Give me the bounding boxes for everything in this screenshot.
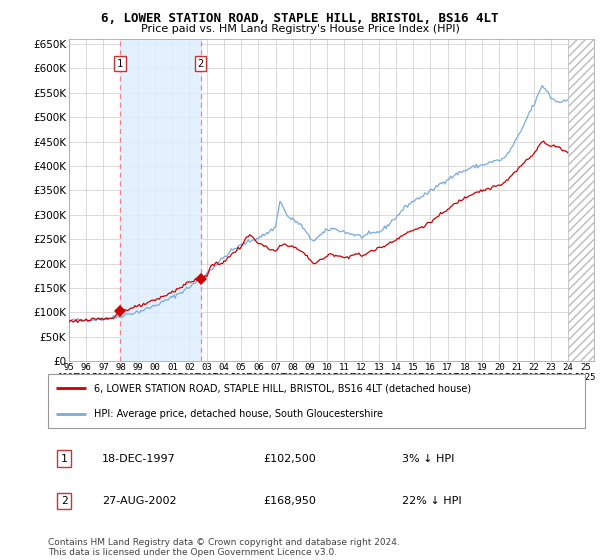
Text: 27-AUG-2002: 27-AUG-2002: [102, 496, 176, 506]
Text: Price paid vs. HM Land Registry's House Price Index (HPI): Price paid vs. HM Land Registry's House …: [140, 24, 460, 34]
Bar: [568, 39, 594, 361]
Text: 6, LOWER STATION ROAD, STAPLE HILL, BRISTOL, BS16 4LT (detached house): 6, LOWER STATION ROAD, STAPLE HILL, BRIS…: [94, 384, 471, 393]
Bar: [120, 39, 200, 361]
Text: 6, LOWER STATION ROAD, STAPLE HILL, BRISTOL, BS16 4LT: 6, LOWER STATION ROAD, STAPLE HILL, BRIS…: [101, 12, 499, 25]
Text: 18-DEC-1997: 18-DEC-1997: [102, 454, 175, 464]
Text: 2: 2: [197, 59, 204, 68]
Text: 1: 1: [61, 454, 67, 464]
Text: 22% ↓ HPI: 22% ↓ HPI: [403, 496, 462, 506]
Text: 2: 2: [61, 496, 67, 506]
Text: Contains HM Land Registry data © Crown copyright and database right 2024.
This d: Contains HM Land Registry data © Crown c…: [48, 538, 400, 557]
Text: £102,500: £102,500: [263, 454, 316, 464]
Text: £168,950: £168,950: [263, 496, 316, 506]
Text: HPI: Average price, detached house, South Gloucestershire: HPI: Average price, detached house, Sout…: [94, 409, 383, 418]
Text: 3% ↓ HPI: 3% ↓ HPI: [403, 454, 455, 464]
Text: 1: 1: [117, 59, 123, 68]
